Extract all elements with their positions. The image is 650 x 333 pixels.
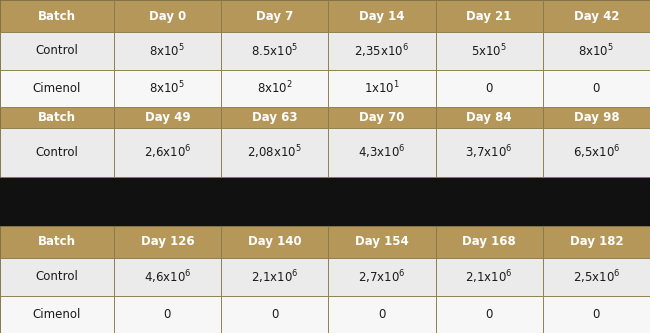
Bar [436, 0, 543, 32]
Bar [328, 107, 436, 128]
Text: Cimenol: Cimenol [32, 82, 81, 95]
Bar [543, 107, 650, 128]
Text: Day 70: Day 70 [359, 111, 404, 124]
Bar [0, 107, 114, 128]
Bar [328, 295, 436, 333]
Text: 3,7x10$^{6}$: 3,7x10$^{6}$ [465, 144, 513, 161]
Bar [543, 128, 650, 177]
Bar [0, 258, 114, 295]
Text: Control: Control [36, 270, 78, 283]
Text: 2,6x10$^{6}$: 2,6x10$^{6}$ [144, 144, 191, 161]
Bar [436, 107, 543, 128]
Text: 0: 0 [593, 308, 600, 321]
Bar [114, 226, 221, 258]
Text: Day 42: Day 42 [574, 10, 619, 23]
Text: Day 168: Day 168 [462, 235, 516, 248]
Text: 2,1x10$^{6}$: 2,1x10$^{6}$ [251, 268, 298, 286]
Text: Control: Control [36, 146, 78, 159]
Text: 8x10$^{5}$: 8x10$^{5}$ [578, 43, 614, 59]
Bar [436, 32, 543, 70]
Bar [328, 128, 436, 177]
Text: Day 49: Day 49 [144, 111, 190, 124]
Text: Batch: Batch [38, 111, 76, 124]
Text: 4,6x10$^{6}$: 4,6x10$^{6}$ [144, 268, 191, 286]
Bar [221, 107, 328, 128]
Text: 5x10$^{5}$: 5x10$^{5}$ [471, 43, 507, 59]
Bar [221, 258, 328, 295]
Text: 0: 0 [486, 82, 493, 95]
Bar [221, 0, 328, 32]
Bar [436, 70, 543, 107]
Bar [543, 32, 650, 70]
Bar [114, 258, 221, 295]
Text: 0: 0 [164, 308, 171, 321]
Bar [328, 32, 436, 70]
Text: Control: Control [36, 44, 78, 57]
Text: 0: 0 [271, 308, 278, 321]
Bar [114, 32, 221, 70]
Bar [436, 258, 543, 295]
Bar [543, 258, 650, 295]
Bar [221, 32, 328, 70]
Bar [114, 128, 221, 177]
Bar [114, 0, 221, 32]
Bar [436, 128, 543, 177]
Text: 0: 0 [486, 308, 493, 321]
Bar [114, 70, 221, 107]
Text: Day 182: Day 182 [569, 235, 623, 248]
Bar [543, 0, 650, 32]
Text: Day 0: Day 0 [149, 10, 186, 23]
Text: 4,3x10$^{6}$: 4,3x10$^{6}$ [358, 144, 406, 161]
Bar [221, 226, 328, 258]
Bar [0, 226, 114, 258]
Text: 1x10$^{1}$: 1x10$^{1}$ [364, 80, 400, 97]
Text: Day 98: Day 98 [573, 111, 619, 124]
Bar [436, 226, 543, 258]
Bar [543, 295, 650, 333]
Text: Day 154: Day 154 [355, 235, 409, 248]
Bar [543, 70, 650, 107]
Bar [221, 128, 328, 177]
Bar [0, 0, 114, 32]
Bar [543, 226, 650, 258]
Bar [0, 128, 114, 177]
Bar [436, 295, 543, 333]
Bar [328, 0, 436, 32]
Text: 0: 0 [593, 82, 600, 95]
Bar [0, 32, 114, 70]
Text: Batch: Batch [38, 10, 76, 23]
Bar [328, 258, 436, 295]
Text: 2,1x10$^{6}$: 2,1x10$^{6}$ [465, 268, 513, 286]
Text: 6,5x10$^{6}$: 6,5x10$^{6}$ [573, 144, 620, 161]
Text: 8x10$^{5}$: 8x10$^{5}$ [150, 80, 185, 97]
Text: Batch: Batch [38, 235, 76, 248]
Text: 8x10$^{5}$: 8x10$^{5}$ [150, 43, 185, 59]
Text: 0: 0 [378, 308, 385, 321]
Bar [328, 226, 436, 258]
Bar [0, 295, 114, 333]
Bar [328, 70, 436, 107]
Text: 2,35x10$^{6}$: 2,35x10$^{6}$ [354, 42, 410, 60]
Bar [221, 295, 328, 333]
Text: Day 21: Day 21 [467, 10, 512, 23]
Text: Day 126: Day 126 [140, 235, 194, 248]
Text: 2,5x10$^{6}$: 2,5x10$^{6}$ [573, 268, 620, 286]
Text: Cimenol: Cimenol [32, 308, 81, 321]
Text: 2,7x10$^{6}$: 2,7x10$^{6}$ [358, 268, 406, 286]
Text: Day 84: Day 84 [466, 111, 512, 124]
Text: Day 140: Day 140 [248, 235, 302, 248]
Text: 8.5x10$^{5}$: 8.5x10$^{5}$ [251, 43, 298, 59]
Text: Day 63: Day 63 [252, 111, 298, 124]
Text: 8x10$^{2}$: 8x10$^{2}$ [257, 80, 292, 97]
Bar [0, 70, 114, 107]
Text: 2,08x10$^{5}$: 2,08x10$^{5}$ [247, 144, 302, 161]
Text: Day 14: Day 14 [359, 10, 404, 23]
Bar [221, 70, 328, 107]
Text: Day 7: Day 7 [256, 10, 293, 23]
Bar [114, 107, 221, 128]
Bar [114, 295, 221, 333]
